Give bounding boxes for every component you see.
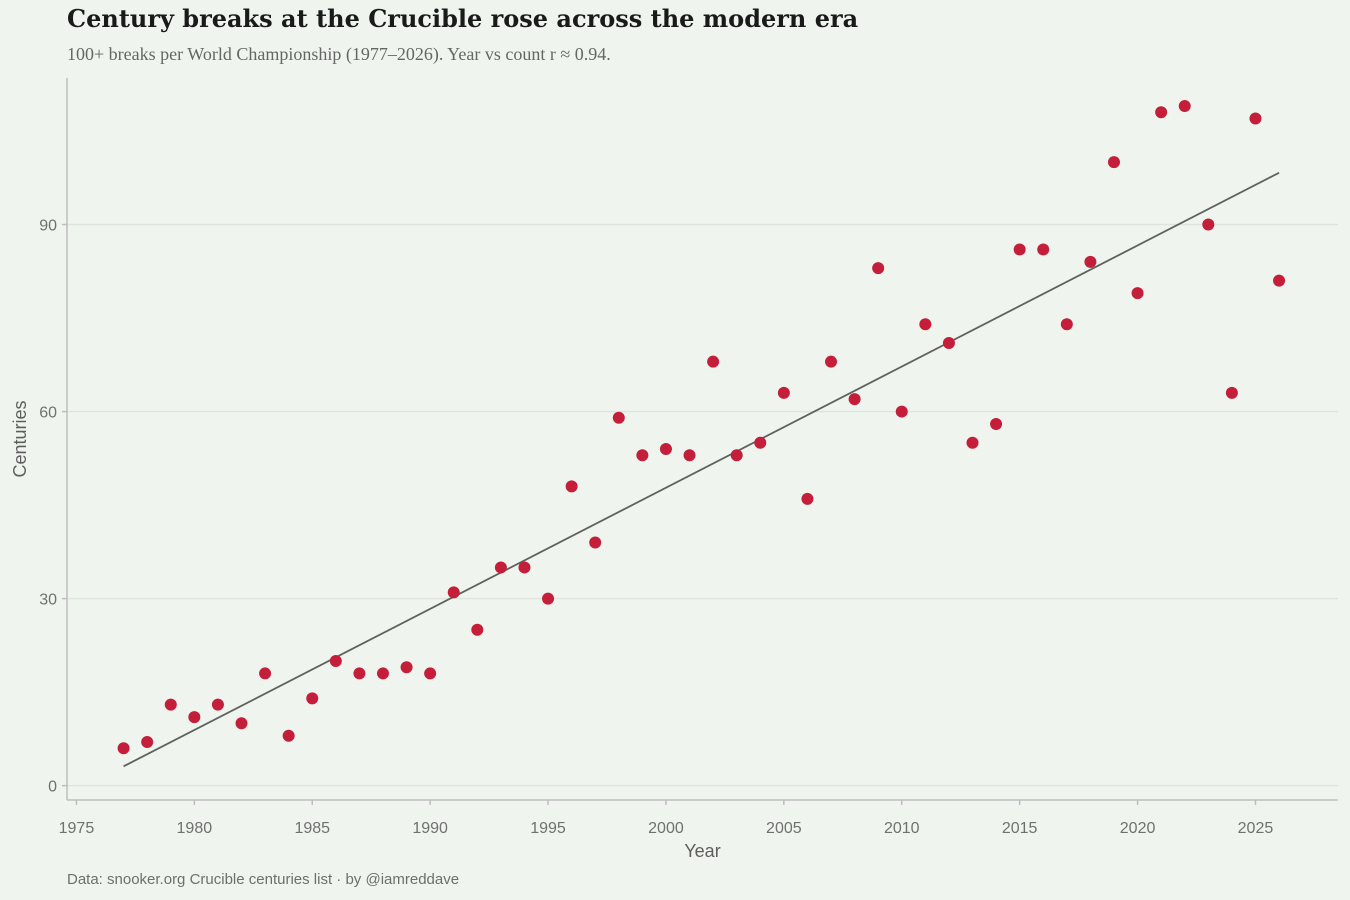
data-point [1084,255,1097,268]
data-point [683,449,696,462]
data-point [1155,106,1168,119]
x-tick-label: 2000 [648,820,684,837]
data-point [1202,218,1215,231]
data-point [919,318,932,331]
data-point [353,667,366,680]
data-point [518,561,531,574]
data-point [825,355,838,368]
x-tick-label: 1975 [59,820,95,837]
chart-title: Century breaks at the Crucible rose acro… [67,4,859,33]
x-tick-label: 1985 [294,820,330,837]
data-point [471,623,484,636]
data-point [376,667,389,680]
chart-subtitle: 100+ breaks per World Championship (1977… [67,44,611,64]
data-point [235,717,248,730]
data-point [730,449,743,462]
data-point [306,692,319,705]
x-tick-label: 1995 [530,820,566,837]
data-point [636,449,649,462]
x-tick-label: 2015 [1002,820,1038,837]
data-point [141,736,154,749]
data-point [1225,386,1238,399]
y-tick-label: 90 [39,218,57,235]
data-point [990,418,1003,431]
data-point [1107,156,1120,169]
x-axis-title: Year [684,841,720,861]
data-point [188,711,201,724]
data-point [565,480,578,493]
y-tick-label: 60 [39,405,57,422]
data-point [589,536,602,549]
x-tick-label: 2020 [1120,820,1156,837]
data-point [211,698,224,711]
data-point [164,698,177,711]
data-point [1273,274,1286,287]
x-tick-label: 2010 [884,820,920,837]
data-point [494,561,507,574]
y-tick-label: 30 [39,592,57,609]
x-tick-label: 1990 [412,820,448,837]
data-point [117,742,130,755]
data-point [966,436,979,449]
y-tick-label: 0 [48,779,57,796]
data-source-caption: Data: snooker.org Crucible centuries lis… [67,871,460,888]
data-point [942,336,955,349]
x-tick-label: 2005 [766,820,802,837]
data-point [754,436,767,449]
data-point [777,386,790,399]
data-point [1060,318,1073,331]
data-point [1131,287,1144,300]
data-point [400,661,413,674]
data-point [848,393,861,406]
data-point [872,262,885,275]
data-point [1178,100,1191,113]
data-point [612,411,625,424]
data-point [707,355,720,368]
data-point [1037,243,1050,256]
x-tick-label: 2025 [1238,820,1274,837]
data-point [659,442,672,455]
data-point [1249,112,1262,125]
data-point [542,592,555,605]
trend-line [123,171,1280,768]
data-point [282,729,295,742]
data-point [447,586,460,599]
y-axis-title: Centuries [10,400,30,477]
x-tick-label: 1980 [177,820,213,837]
data-point [1013,243,1026,256]
data-point [895,405,908,418]
data-point [259,667,272,680]
data-point [424,667,437,680]
data-point [329,654,342,667]
data-point [801,492,814,505]
